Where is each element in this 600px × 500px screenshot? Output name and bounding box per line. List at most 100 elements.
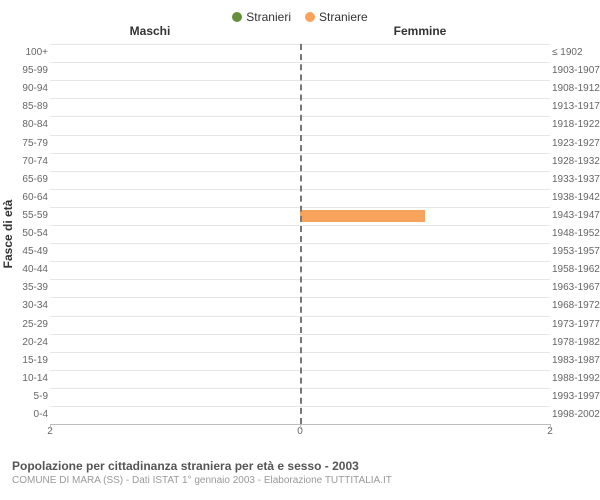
plot-area: Fasce di età Anni di nascita 100+95-9990… [50,44,550,424]
grid-row [300,243,550,261]
grid-row [300,279,550,297]
left-half [50,44,300,425]
legend-label-male: Stranieri [246,10,291,24]
y-tick-age: 25-29 [0,316,48,334]
grid-row [50,352,300,370]
y-tick-birth: 1958-1962 [552,261,600,279]
y-tick-age: 40-44 [0,261,48,279]
y-tick-age: 45-49 [0,243,48,261]
legend-item-male: Stranieri [232,10,291,24]
y-tick-birth: 1928-1932 [552,153,600,171]
x-tick-mark [550,424,551,429]
grid-row [50,406,300,424]
y-tick-age: 20-24 [0,334,48,352]
grid-row [300,135,550,153]
grid-row [50,44,300,62]
y-tick-age: 80-84 [0,116,48,134]
grid-row [300,370,550,388]
legend-swatch-female [305,12,315,22]
y-tick-birth: 1918-1922 [552,116,600,134]
grid-row [50,80,300,98]
y-right-labels: ≤ 19021903-19071908-19121913-19171918-19… [552,44,600,424]
panel-titles: Maschi Femmine [0,24,600,42]
legend: Stranieri Straniere [0,0,600,24]
y-tick-age: 60-64 [0,189,48,207]
grid-row [300,116,550,134]
grid-row [50,334,300,352]
y-tick-age: 100+ [0,44,48,62]
grid-row [50,316,300,334]
grid-row [300,388,550,406]
legend-item-female: Straniere [305,10,368,24]
grid-row [50,207,300,225]
y-tick-age: 15-19 [0,352,48,370]
panel-title-left: Maschi [130,24,171,38]
y-tick-age: 10-14 [0,370,48,388]
y-tick-age: 85-89 [0,98,48,116]
chart-subtitle: COMUNE DI MARA (SS) - Dati ISTAT 1° genn… [12,475,392,486]
y-tick-birth: 1943-1947 [552,207,600,225]
y-tick-birth: 1978-1982 [552,334,600,352]
y-tick-birth: 1923-1927 [552,135,600,153]
grid-row [300,297,550,315]
y-tick-birth: 1913-1917 [552,98,600,116]
grid-row [50,388,300,406]
grid-row [300,316,550,334]
y-tick-age: 75-79 [0,135,48,153]
legend-swatch-male [232,12,242,22]
grid-row [300,261,550,279]
grid-row [50,153,300,171]
y-tick-birth: 1998-2002 [552,406,600,424]
grid-row [50,370,300,388]
y-tick-birth: 1933-1937 [552,171,600,189]
y-tick-age: 90-94 [0,80,48,98]
chart-footer: Popolazione per cittadinanza straniera p… [12,459,392,486]
grid-row [300,189,550,207]
grid-row [50,62,300,80]
grid-row [300,406,550,424]
y-tick-birth: 1983-1987 [552,352,600,370]
grid-row [300,62,550,80]
bar-female [300,210,425,222]
y-tick-age: 0-4 [0,406,48,424]
grid-row [50,189,300,207]
y-tick-age: 50-54 [0,225,48,243]
grid-row [300,80,550,98]
y-tick-birth: 1973-1977 [552,316,600,334]
panel-title-right: Femmine [394,24,447,38]
grid-row [50,243,300,261]
grid-row [50,225,300,243]
x-tick-mark [50,424,51,429]
grid-row [300,153,550,171]
y-tick-age: 35-39 [0,279,48,297]
grid-row [50,98,300,116]
grid-row [50,261,300,279]
legend-label-female: Straniere [319,10,368,24]
chart-title: Popolazione per cittadinanza straniera p… [12,459,392,473]
y-tick-age: 55-59 [0,207,48,225]
grid-row [300,225,550,243]
grid-row [50,279,300,297]
y-tick-age: 5-9 [0,388,48,406]
x-tick-mark [300,424,301,429]
y-tick-birth: 1938-1942 [552,189,600,207]
right-half [300,44,550,425]
y-tick-birth: ≤ 1902 [552,44,600,62]
grid-row [50,297,300,315]
grid-row [50,171,300,189]
grid-row [300,171,550,189]
y-tick-birth: 1968-1972 [552,297,600,315]
y-tick-birth: 1993-1997 [552,388,600,406]
grid-row [300,352,550,370]
grid-row [50,135,300,153]
y-tick-age: 30-34 [0,297,48,315]
y-tick-birth: 1903-1907 [552,62,600,80]
y-left-labels: 100+95-9990-9485-8980-8475-7970-7465-696… [0,44,48,424]
grid-row [50,116,300,134]
y-tick-birth: 1948-1952 [552,225,600,243]
y-tick-birth: 1988-1992 [552,370,600,388]
grid-row [300,98,550,116]
center-divider [300,44,302,424]
y-tick-age: 95-99 [0,62,48,80]
y-tick-age: 70-74 [0,153,48,171]
